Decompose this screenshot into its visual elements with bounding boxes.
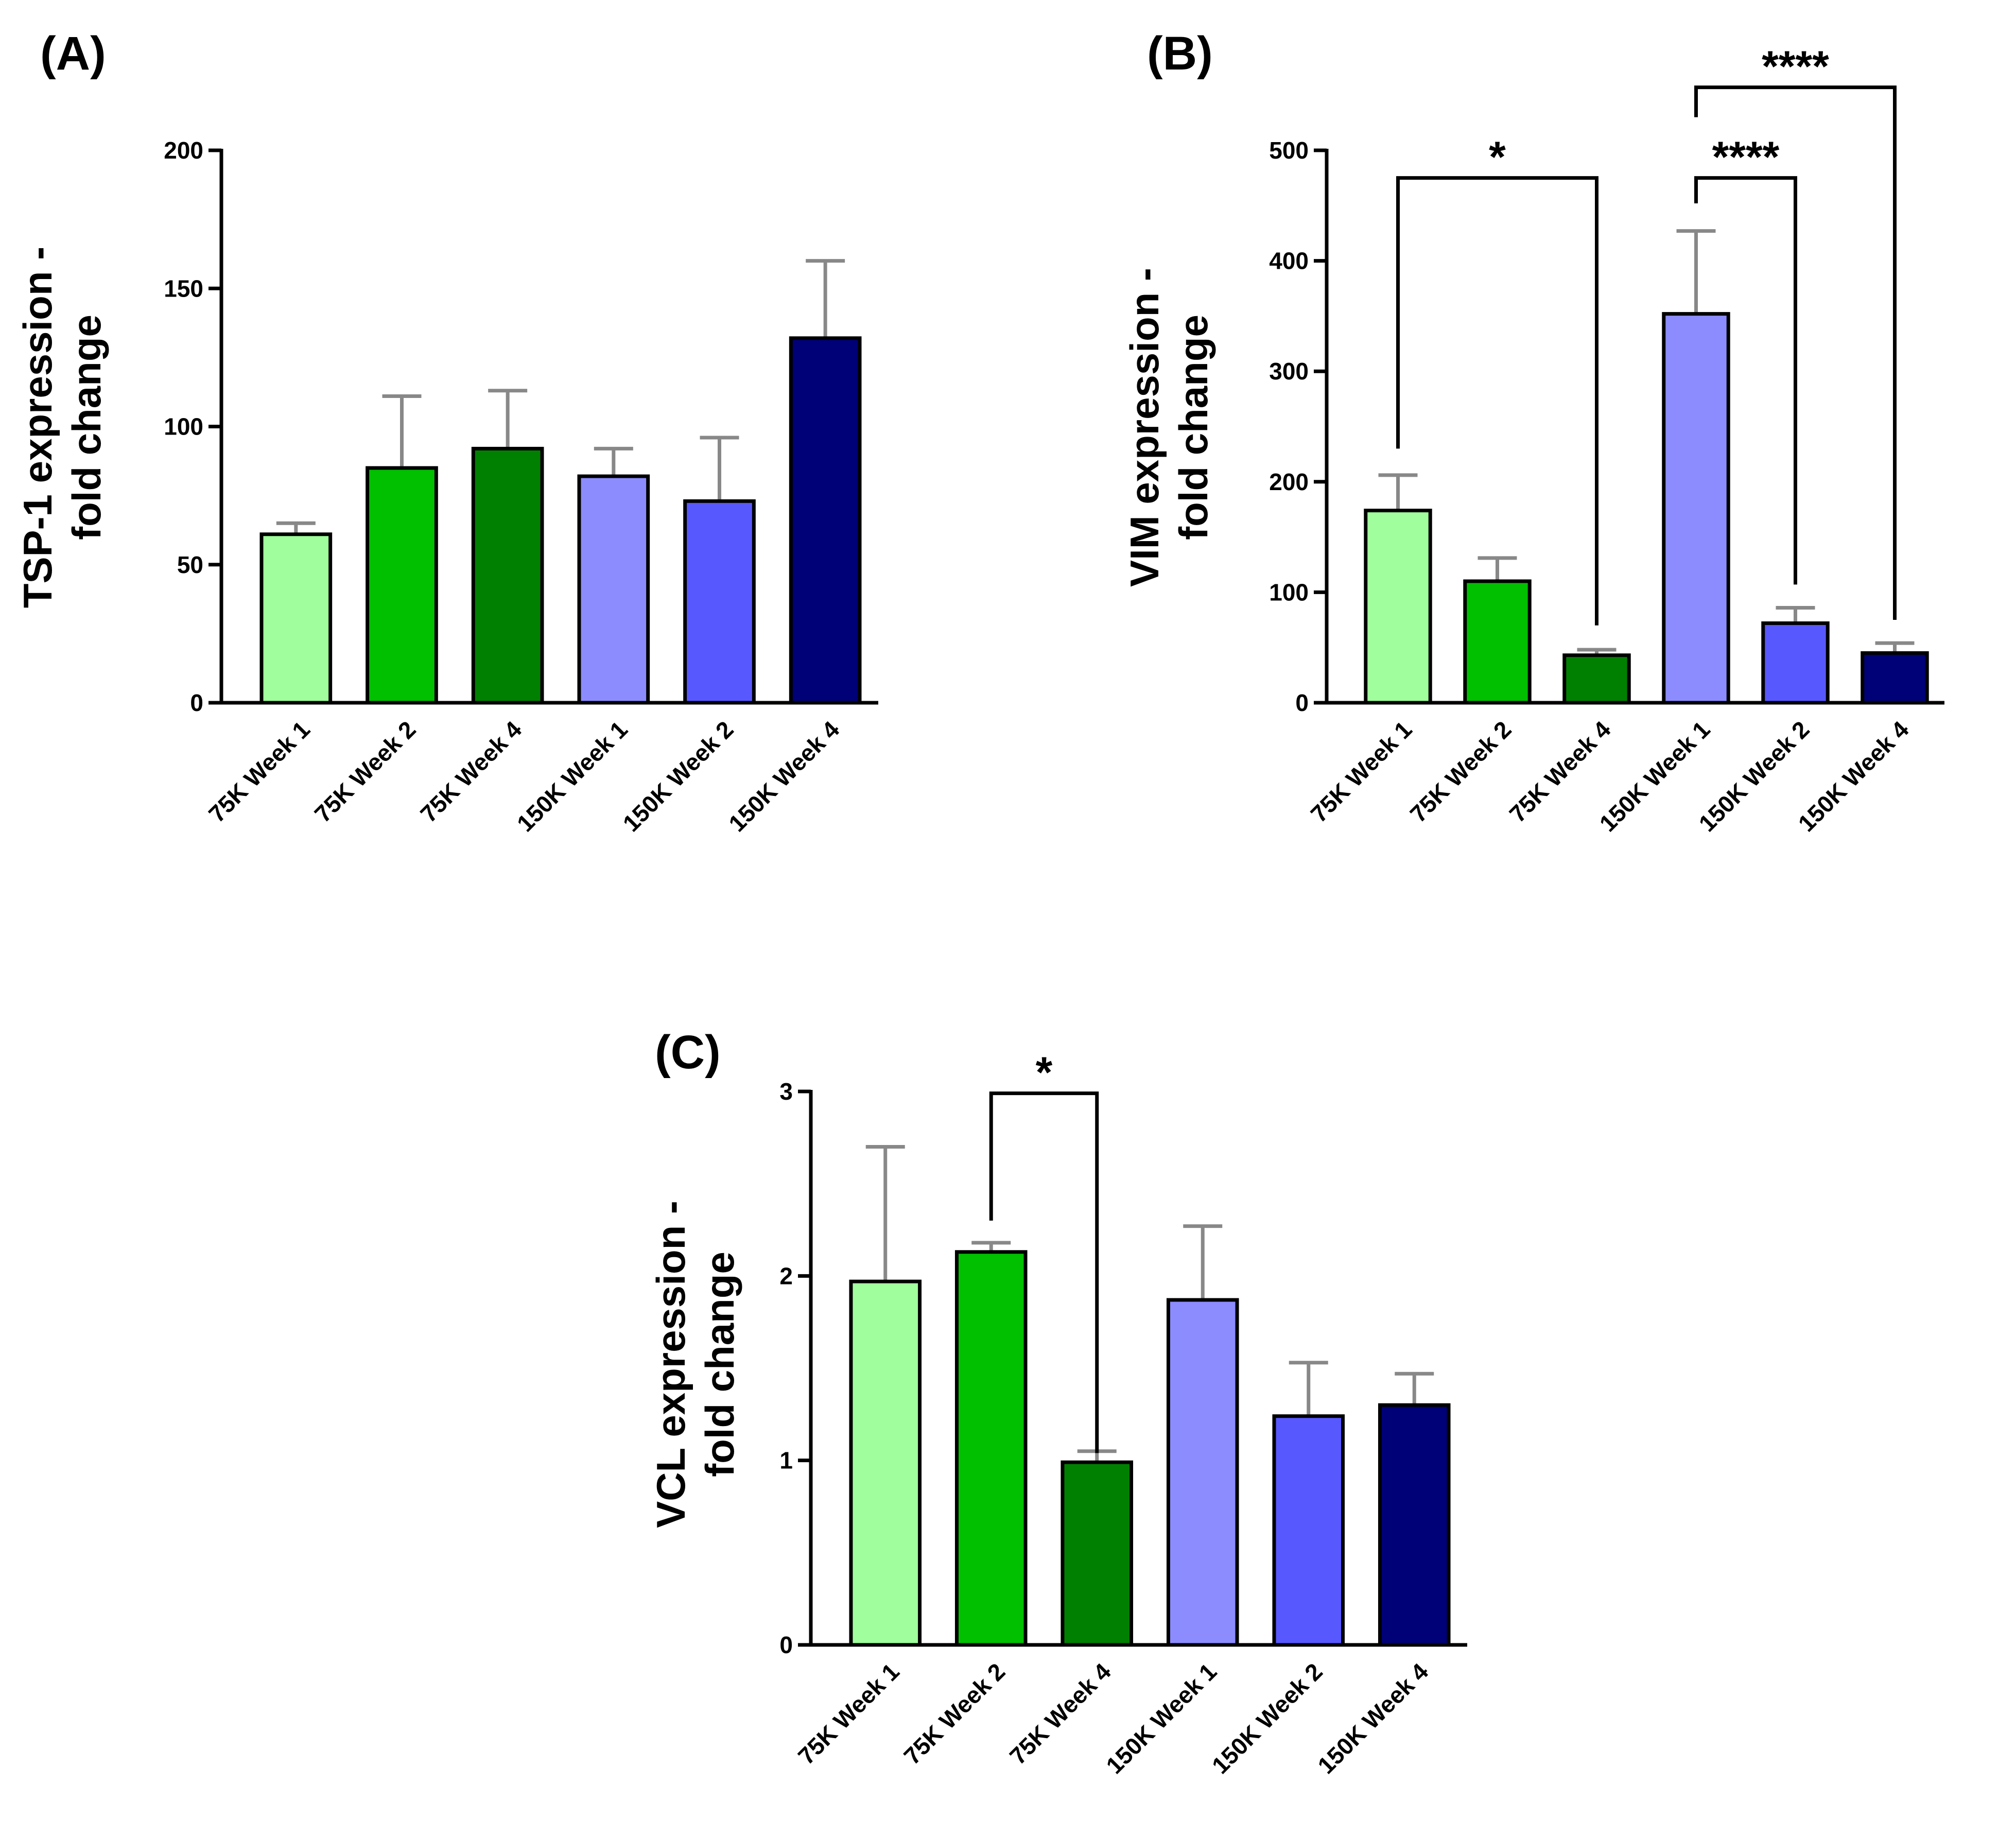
y-axis-label-line-2: fold change (64, 315, 109, 540)
y-tick-label: 150 (164, 275, 203, 302)
bar (789, 336, 862, 705)
y-tick-label: 200 (164, 137, 203, 164)
panel-label: (A) (40, 27, 106, 80)
y-tick-label: 50 (177, 551, 203, 578)
bar (849, 1279, 922, 1647)
y-tick-label: 100 (1269, 579, 1309, 605)
bar (1061, 1460, 1134, 1647)
x-tick-label: 150K Week 1 (512, 716, 633, 837)
significance-bracket (1396, 176, 1598, 626)
bar (1761, 621, 1830, 705)
significance-bracket (1694, 176, 1797, 585)
bar (471, 446, 544, 705)
significance-label: * (1489, 133, 1506, 181)
x-tick-label: 75K Week 1 (203, 716, 315, 827)
y-tick-label: 0 (1295, 689, 1309, 716)
bar (1463, 579, 1532, 705)
y-tick-label: 200 (1269, 468, 1309, 495)
bar (683, 499, 756, 705)
x-tick-label: 150K Week 4 (1312, 1658, 1433, 1779)
panel-label: (B) (1147, 27, 1213, 80)
bar (954, 1250, 1028, 1647)
y-tick-label: 500 (1269, 137, 1309, 164)
x-tick-label: 75K Week 1 (1306, 716, 1417, 827)
significance-label: * (1036, 1048, 1053, 1097)
x-tick-label: 75K Week 4 (415, 716, 527, 827)
significance-bracket (1694, 85, 1897, 620)
x-tick-label: 75K Week 4 (1004, 1658, 1116, 1769)
bar (1378, 1403, 1451, 1647)
x-tick-label: 150K Week 2 (617, 716, 738, 837)
y-axis-label-line-2: fold change (697, 1252, 742, 1477)
panel-label: (C) (655, 1026, 721, 1079)
significance-bracket (989, 1091, 1099, 1453)
y-tick-label: 1 (779, 1447, 793, 1474)
bar (1662, 312, 1730, 705)
y-axis-label-line-2: fold change (1171, 315, 1216, 540)
bar (1166, 1298, 1239, 1647)
bar (1364, 509, 1432, 705)
x-tick-label: 150K Week 1 (1101, 1658, 1222, 1779)
x-tick-label: 150K Week 2 (1207, 1658, 1328, 1779)
x-tick-label: 75K Week 2 (898, 1658, 1010, 1769)
y-tick-label: 0 (190, 689, 203, 716)
panel-b-chart: (B) VIM expression - fold change 0 100 200 300… (1122, 27, 1944, 837)
y-axis-label-line-1: VCL expression - (648, 1201, 693, 1528)
x-tick-label: 75K Week 4 (1504, 716, 1616, 827)
panel-c-chart: (C) VCL expression - fold change 0 1 2 3 75K We… (648, 1026, 1467, 1779)
y-tick-label: 2 (779, 1262, 793, 1289)
y-axis-label-line-1: VIM expression - (1122, 268, 1167, 587)
bar (1562, 653, 1631, 705)
significance-label: **** (1762, 42, 1829, 91)
bar (1861, 651, 1929, 705)
y-tick-label: 3 (779, 1078, 793, 1105)
y-tick-label: 400 (1269, 248, 1309, 274)
y-tick-label: 0 (779, 1632, 793, 1658)
x-tick-label: 150K Week 4 (723, 716, 844, 837)
y-tick-label: 100 (164, 413, 203, 440)
y-axis-label-line-1: TSP-1 expression - (15, 247, 60, 608)
y-tick-label: 300 (1269, 358, 1309, 385)
bar (366, 466, 438, 705)
bar (1272, 1414, 1345, 1647)
panel-a-chart: (A) TSP-1 expression - fold change 0 50 100 15… (15, 27, 878, 837)
bar (259, 532, 333, 705)
x-tick-label: 75K Week 2 (1405, 716, 1517, 827)
x-tick-label: 75K Week 1 (793, 1658, 905, 1769)
bar (577, 474, 650, 705)
significance-label: **** (1712, 133, 1780, 181)
x-tick-label: 75K Week 2 (309, 716, 421, 827)
